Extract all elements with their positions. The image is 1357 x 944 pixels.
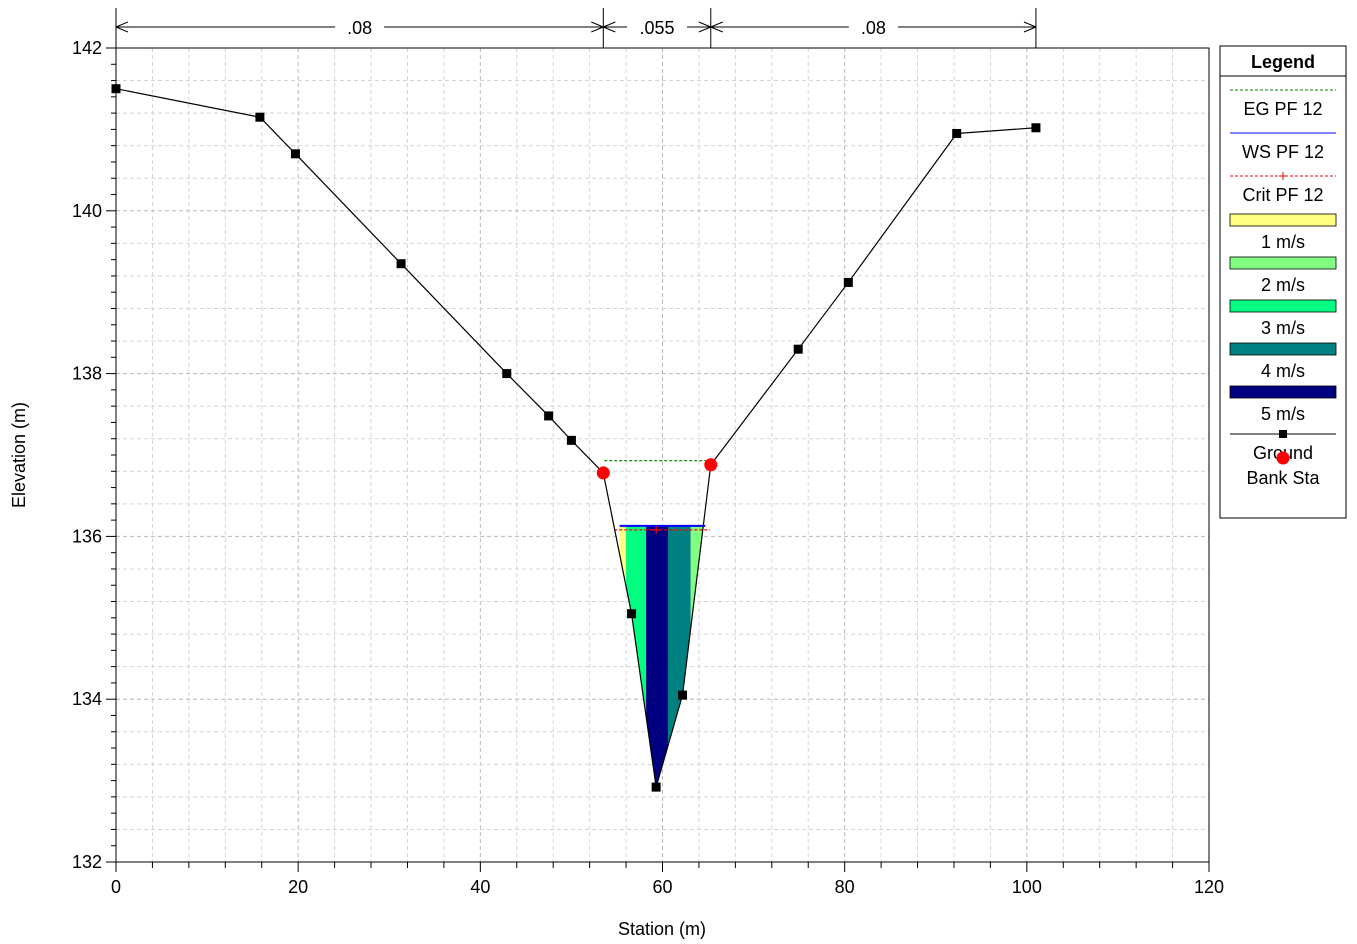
manning-bar: .08 .055 .08 [115, 8, 1037, 48]
ground-point [952, 128, 962, 138]
manning-arrow [1023, 21, 1037, 33]
y-tick-label: 142 [72, 38, 102, 58]
manning-arrow [698, 21, 711, 33]
y-axis-title: Elevation (m) [9, 402, 29, 508]
bank-station-point [596, 466, 610, 480]
crit-marker [652, 525, 661, 534]
ground-point [255, 112, 265, 122]
legend-symbol [1276, 451, 1290, 465]
ground-line [115, 88, 1036, 788]
manning-arrow [115, 21, 129, 33]
velocity-band [646, 525, 668, 788]
velocity-band [626, 525, 647, 717]
axis-ticks: 0 20 40 60 80 100 120 132 134 136 138 140 142 [72, 38, 1224, 897]
y-tick-label: 136 [72, 526, 102, 546]
legend-swatch [1229, 299, 1337, 313]
ground-point [678, 690, 688, 700]
legend-label: 2 m/s [1261, 275, 1305, 295]
ground-point [290, 149, 300, 159]
bank-station-point [704, 458, 718, 472]
manning-arrow [603, 21, 616, 33]
x-tick-label: 100 [1012, 877, 1042, 897]
ground-point [793, 344, 803, 354]
x-tick-label: 60 [652, 877, 672, 897]
ground-point [627, 609, 637, 619]
y-tick-label: 138 [72, 364, 102, 384]
water-fill [604, 460, 711, 788]
ground-point [396, 259, 406, 269]
legend-label: 3 m/s [1261, 318, 1305, 338]
legend-swatch [1229, 213, 1337, 227]
legend-label: Bank Sta [1246, 468, 1320, 488]
manning-arrow [591, 21, 604, 33]
y-tick-label: 134 [72, 689, 102, 709]
x-tick-label: 0 [111, 877, 121, 897]
velocity-band [667, 525, 691, 746]
ground-point [1031, 123, 1041, 133]
legend-symbol-marker [1279, 430, 1287, 438]
x-tick-label: 120 [1194, 877, 1224, 897]
legend-swatch [1229, 342, 1337, 356]
ground-point [843, 277, 853, 287]
manning-label: .055 [640, 18, 675, 38]
legend-label: EG PF 12 [1243, 99, 1322, 119]
legend-box [1219, 45, 1347, 519]
manning-arrow [710, 21, 723, 33]
y-tick-label: 140 [72, 201, 102, 221]
legend-label: 4 m/s [1261, 361, 1305, 381]
x-tick-label: 20 [288, 877, 308, 897]
velocity-band [619, 525, 627, 587]
legend: Legend EG PF 12 WS PF 12 Crit PF 12 1 m/s 2 m… [1219, 45, 1347, 519]
legend-label: 5 m/s [1261, 404, 1305, 424]
legend-symbol-marker [1279, 172, 1287, 180]
y-tick-label: 132 [72, 852, 102, 872]
legend-swatch [1229, 385, 1337, 399]
x-tick-label: 40 [470, 877, 490, 897]
x-tick-label: 80 [835, 877, 855, 897]
ground-point [544, 411, 554, 421]
manning-label: .08 [861, 18, 886, 38]
manning-label: .08 [347, 18, 372, 38]
legend-label: WS PF 12 [1242, 142, 1324, 162]
legend-label: 1 m/s [1261, 232, 1305, 252]
legend-title: Legend [1251, 52, 1315, 72]
legend-swatch [1229, 256, 1337, 270]
legend-label: Crit PF 12 [1242, 185, 1323, 205]
ground-series [111, 84, 1041, 792]
ground-point [566, 435, 576, 445]
ground-point [502, 369, 512, 379]
velocity-band [690, 525, 706, 629]
ground-point [651, 782, 661, 792]
x-axis-title: Station (m) [618, 919, 706, 939]
